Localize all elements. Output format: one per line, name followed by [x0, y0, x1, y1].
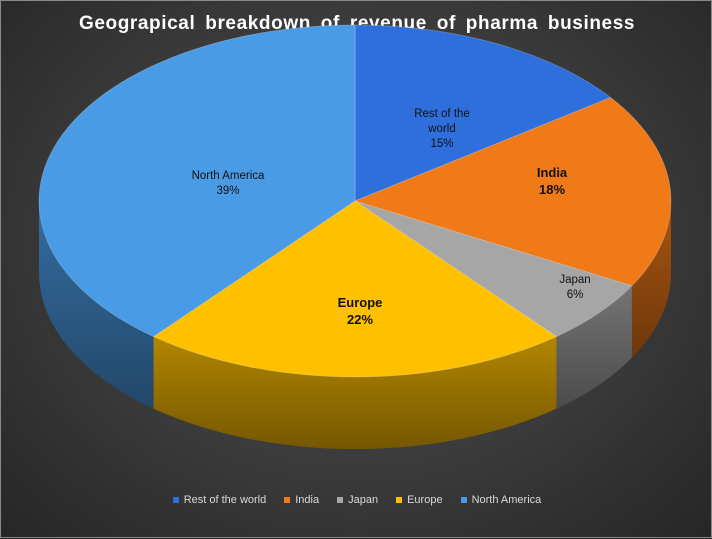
pie-slice-japan [354, 200, 633, 338]
legend-label: Rest of the world [183, 494, 267, 506]
legend-label: Europe [407, 494, 443, 506]
data-label-value: 39% [216, 185, 239, 197]
pie-slice-india [353, 97, 672, 287]
data-label-value: 15% [430, 138, 453, 150]
chart-title: Geograpical breakdown of revenue of phar… [78, 13, 636, 34]
data-label-value: 6% [567, 289, 584, 301]
pie-side-shade [556, 285, 632, 409]
legend-swatch [172, 497, 179, 503]
pie-slice-rest-of-the-world [354, 24, 612, 202]
legend-swatch [396, 497, 403, 503]
pie-slice-europe [152, 200, 558, 378]
pie-side-shade [39, 201, 154, 409]
data-label-name: Japan [559, 274, 590, 286]
pie-slice-north-america [38, 24, 356, 338]
data-label-rest-of-the-world: Rest of the world 15% [414, 108, 470, 150]
pie-side-shade [631, 201, 671, 358]
data-label-name: Rest of the [414, 108, 470, 120]
data-label-value: 22% [347, 312, 373, 327]
data-label-name: India [537, 165, 568, 180]
data-label-name: world [427, 123, 455, 135]
chart-legend: Rest of the world India Japan Europe North A… [1, 494, 712, 506]
legend-swatch [460, 497, 467, 503]
legend-label: India [295, 494, 320, 506]
data-label-value: 18% [539, 182, 565, 197]
pie-side-shade [153, 336, 557, 449]
data-label-name: North America [192, 170, 265, 182]
legend-swatch [284, 497, 291, 503]
legend-item-japan: Japan [337, 494, 378, 506]
legend-item-rest-of-the-world: Rest of the world [172, 494, 267, 506]
legend-item-india: India [284, 494, 319, 506]
data-label-north-america: North America 39% [192, 170, 265, 197]
data-label-india: India 18% [537, 165, 568, 197]
data-label-japan: Japan 6% [559, 274, 590, 301]
legend-label: Japan [348, 494, 379, 506]
legend-label: North America [471, 494, 542, 506]
data-label-europe: Europe 22% [338, 295, 383, 327]
data-label-name: Europe [338, 295, 383, 310]
legend-item-europe: Europe [396, 494, 443, 506]
legend-item-north-america: North America [460, 494, 542, 506]
legend-swatch [337, 497, 344, 503]
